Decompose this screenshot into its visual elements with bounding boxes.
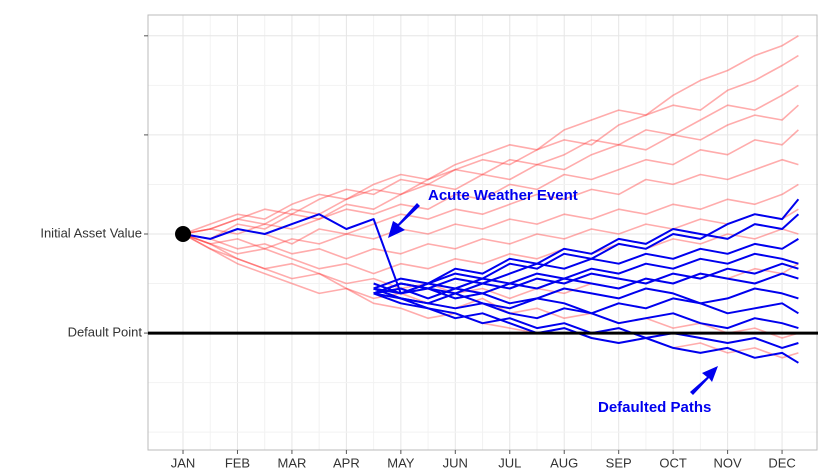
series-line <box>182 129 799 235</box>
series-line <box>182 233 799 359</box>
x-tick-label: OCT <box>659 455 687 470</box>
start-marker <box>175 225 192 242</box>
series-line <box>373 292 799 349</box>
arrow <box>690 366 718 395</box>
x-tick-label: NOV <box>714 455 743 470</box>
x-tick-label: MAR <box>277 455 306 470</box>
series-line <box>182 35 799 235</box>
series-line <box>373 282 799 305</box>
x-tick-label: MAY <box>387 455 415 470</box>
series-line <box>182 158 799 245</box>
x-tick-label: JUL <box>498 455 521 470</box>
series-line <box>182 54 799 235</box>
y-tick-label: Default Point <box>68 325 143 340</box>
series-line <box>182 228 799 275</box>
series-line <box>373 262 799 295</box>
series-line <box>182 208 799 260</box>
series-line <box>182 198 800 295</box>
series-line <box>182 233 799 300</box>
x-tick-label: APR <box>333 455 360 470</box>
series-line <box>182 84 799 235</box>
arrow <box>388 203 420 238</box>
x-tick-label: FEB <box>225 455 250 470</box>
x-tick-label: JUN <box>443 455 468 470</box>
series-line <box>182 104 799 240</box>
series-line <box>373 287 799 330</box>
lines <box>182 35 800 364</box>
y-tick-label: Initial Asset Value <box>40 225 142 240</box>
series-line <box>373 213 800 290</box>
series-line <box>373 252 799 295</box>
x-tick-label: JAN <box>171 455 196 470</box>
series-line <box>373 238 799 295</box>
x-tick-label: AUG <box>550 455 578 470</box>
grid <box>148 15 818 450</box>
annotation: Defaulted Paths <box>598 399 711 416</box>
annotation: Acute Weather Event <box>428 187 578 204</box>
series-line <box>182 183 799 250</box>
series-line <box>373 287 799 364</box>
panel-border <box>147 14 818 451</box>
x-tick-label: DEC <box>768 455 795 470</box>
x-tick-label: SEP <box>606 455 632 470</box>
